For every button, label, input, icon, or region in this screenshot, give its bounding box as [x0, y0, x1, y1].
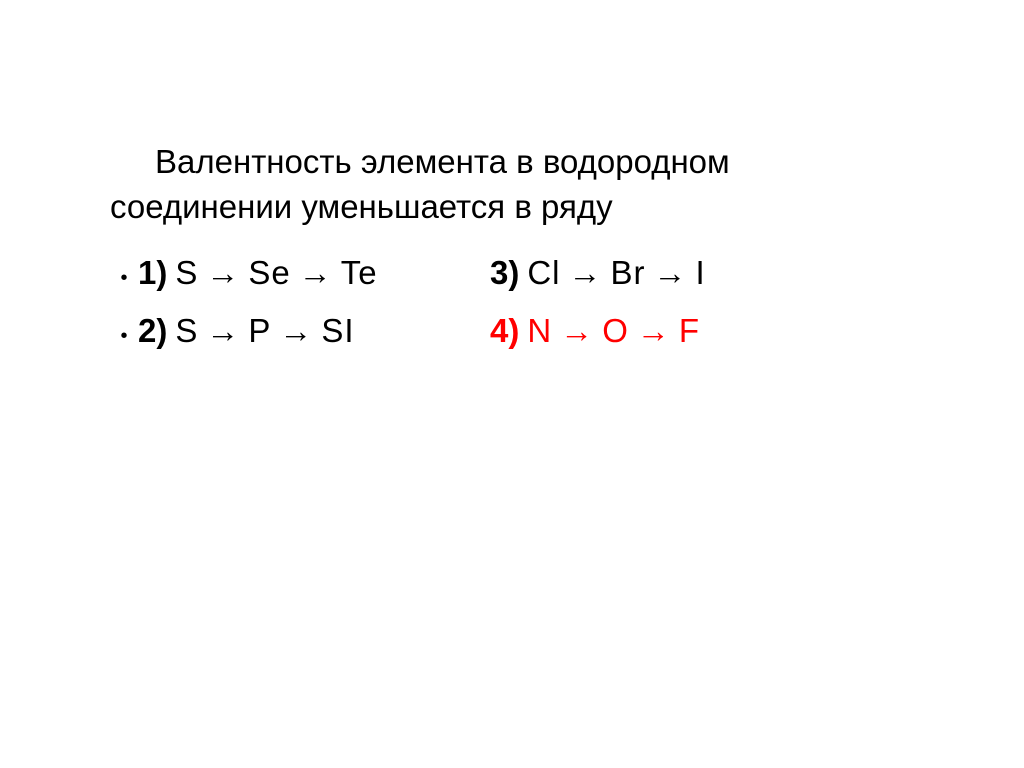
option-sequence: Cl→Br→I: [527, 254, 705, 292]
option-number: 2): [138, 312, 167, 350]
options-row-2: • 2) S→P→SI 4) N→O→F: [110, 312, 914, 350]
option-4: 4) N→O→F: [490, 312, 914, 350]
question-text: Валентность элемента в водородном соедин…: [110, 140, 914, 229]
element: F: [679, 312, 700, 349]
arrow-icon: →: [560, 312, 594, 349]
option-sequence: N→O→F: [527, 312, 700, 350]
element: N: [527, 312, 552, 349]
element: O: [602, 312, 629, 349]
option-number: 3): [490, 254, 519, 292]
arrow-icon: →: [206, 254, 240, 291]
option-sequence: S→Se→Te: [175, 254, 377, 292]
arrow-icon: →: [206, 312, 240, 349]
element: S: [175, 312, 198, 349]
option-2: • 2) S→P→SI: [110, 312, 490, 350]
element: Se: [248, 254, 290, 291]
option-sequence: S→P→SI: [175, 312, 354, 350]
arrow-icon: →: [637, 312, 671, 349]
element: S: [175, 254, 198, 291]
option-3: 3) Cl→Br→I: [490, 254, 914, 292]
slide-content: Валентность элемента в водородном соедин…: [110, 140, 914, 370]
option-number: 1): [138, 254, 167, 292]
element: Br: [611, 254, 646, 291]
option-1: • 1) S→Se→Te: [110, 254, 490, 292]
element: Cl: [527, 254, 560, 291]
element: Te: [341, 254, 378, 291]
arrow-icon: →: [569, 254, 603, 291]
bullet-icon: •: [110, 267, 138, 290]
element: I: [696, 254, 706, 291]
element: SI: [321, 312, 354, 349]
element: P: [248, 312, 271, 349]
arrow-icon: →: [299, 254, 333, 291]
bullet-icon: •: [110, 325, 138, 348]
option-number: 4): [490, 312, 519, 350]
options-row-1: • 1) S→Se→Te 3) Cl→Br→I: [110, 254, 914, 292]
arrow-icon: →: [279, 312, 313, 349]
arrow-icon: →: [654, 254, 688, 291]
